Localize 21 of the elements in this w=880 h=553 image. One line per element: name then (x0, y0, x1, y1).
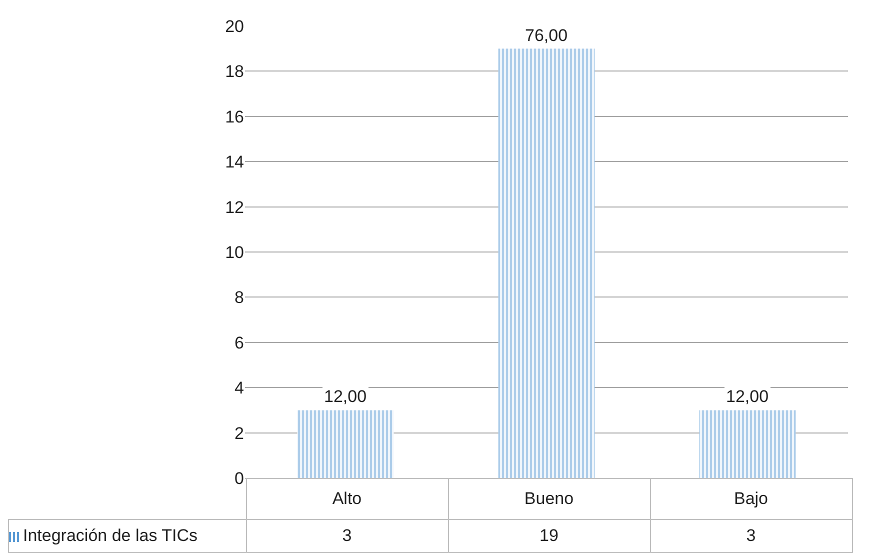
y-tick-label: 0 (234, 468, 244, 488)
data-label: 19 (448, 520, 650, 552)
annotation: 76,00 (525, 26, 568, 45)
legend-label: Integración de las TICs (23, 526, 198, 545)
y-tick-label: 4 (234, 378, 244, 398)
y-tick-label: 14 (225, 152, 244, 172)
y-tick-label: 16 (225, 107, 244, 126)
y-tick-label: 10 (225, 242, 244, 262)
x-tick-label: Alto (246, 478, 448, 520)
y-tick-label: 8 (234, 288, 244, 308)
data-label: 3 (246, 520, 448, 552)
annotation: 12,00 (726, 387, 769, 406)
y-tick-label: 2 (234, 424, 244, 443)
y-tick-label: 6 (234, 333, 244, 352)
y-tick-label: 18 (225, 62, 244, 82)
annotation: 12,00 (324, 387, 367, 406)
y-tick-label: 20 (225, 16, 244, 36)
x-tick-label: Bueno (448, 478, 650, 520)
data-label: 3 (650, 520, 852, 552)
x-tick-label: Bajo (650, 478, 852, 520)
y-tick-label: 12 (225, 198, 244, 217)
